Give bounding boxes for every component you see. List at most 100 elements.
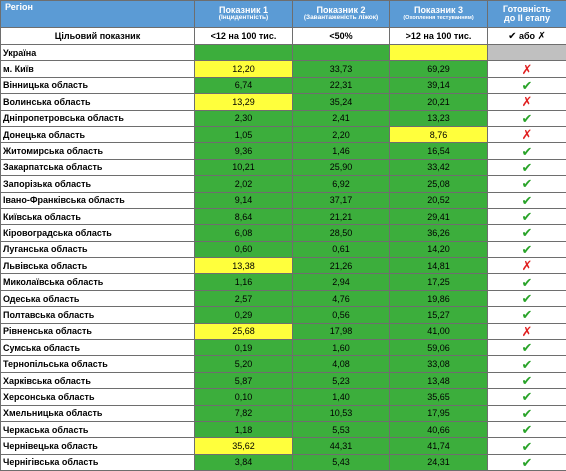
- indicator-2-cell: 17,98: [292, 322, 390, 341]
- indicator-3-cell: 40,66: [389, 420, 488, 439]
- table-row: Чернігівська область 3,84 5,43 24,31 ✔: [0, 453, 566, 471]
- readiness-cell: ✔: [487, 158, 566, 177]
- indicator-1-cell: 6,08: [194, 224, 293, 242]
- readiness-cell: ✔: [487, 109, 566, 127]
- table-row: Івано-Франківська область 9,14 37,17 20,52 ✔: [0, 191, 566, 209]
- readiness-cell: ✔: [487, 289, 566, 308]
- readiness-cell: ✔: [487, 339, 566, 357]
- readiness-cell: ✗: [487, 60, 566, 78]
- readiness-cell: ✔: [487, 306, 566, 324]
- indicator-3-cell: 36,26: [389, 224, 488, 242]
- indicator-3-cell: 8,76: [389, 125, 488, 144]
- region-name: Полтавська область: [0, 306, 195, 324]
- region-name: Черкаська область: [0, 420, 195, 439]
- indicator-3-cell: 41,74: [389, 437, 488, 455]
- table-row: Львівська область 13,38 21,26 14,81 ✗: [0, 257, 566, 275]
- target-indicator-3: >12 на 100 тис.: [389, 27, 488, 45]
- region-name: Закарпатська область: [0, 158, 195, 177]
- indicator-1-cell: 1,16: [194, 273, 293, 291]
- header-readiness-line1: Готовність: [502, 3, 552, 14]
- indicator-1-cell: 0,19: [194, 339, 293, 357]
- indicator-2-cell: 22,31: [292, 76, 390, 95]
- indicator-3-cell: 29,41: [389, 207, 488, 226]
- header-indicator-3-title: Показник 3: [413, 5, 464, 16]
- check-icon: ✔: [521, 209, 533, 225]
- check-icon: ✔: [521, 454, 533, 470]
- indicator-1-cell: 2,57: [194, 289, 293, 308]
- table-row: Тернопільська область 5,20 4,08 33,08 ✔: [0, 355, 566, 373]
- target-label: Цільовий показник: [0, 27, 195, 45]
- check-icon: ✔: [521, 77, 533, 93]
- region-name: Харківська область: [0, 371, 195, 390]
- readiness-cell: [487, 43, 566, 62]
- indicator-3-cell: 14,81: [389, 257, 488, 275]
- header-region: Регіон: [0, 0, 195, 28]
- indicator-3-cell: 15,27: [389, 306, 488, 324]
- readiness-cell: ✗: [487, 125, 566, 144]
- region-name: Київська область: [0, 207, 195, 226]
- indicator-2-cell: 44,31: [292, 437, 390, 455]
- header-indicator-1: Показник 1 (Інцидентність): [194, 0, 293, 28]
- readiness-cell: ✔: [487, 224, 566, 242]
- target-indicator-2: <50%: [292, 27, 390, 45]
- indicator-1-cell: 9,36: [194, 142, 293, 160]
- indicator-2-cell: 33,73: [292, 60, 390, 78]
- header-indicator-3: Показник 3 (Охоплення тестуванням): [389, 0, 488, 28]
- region-name: Донецька область: [0, 125, 195, 144]
- target-indicator-1: <12 на 100 тис.: [194, 27, 293, 45]
- indicator-1-cell: [194, 43, 293, 62]
- indicator-3-cell: 20,21: [389, 93, 488, 111]
- header-indicator-2: Показник 2 (Завантаженість ліжок): [292, 0, 390, 28]
- target-readiness-or: або: [518, 30, 536, 41]
- table-row: Одеська область 2,57 4,76 19,86 ✔: [0, 289, 566, 308]
- table-row: Рівненська область 25,68 17,98 41,00 ✗: [0, 322, 566, 341]
- table-row: Закарпатська область 10,21 25,90 33,42 ✔: [0, 158, 566, 177]
- indicator-2-cell: 10,53: [292, 404, 390, 422]
- header-indicator-1-sub: (Інцидентність): [218, 14, 269, 22]
- indicator-3-cell: 14,20: [389, 240, 488, 259]
- region-name: Львівська область: [0, 257, 195, 275]
- indicator-2-cell: 5,53: [292, 420, 390, 439]
- check-icon: ✔: [521, 241, 533, 257]
- cross-icon: ✗: [521, 258, 533, 274]
- indicator-3-cell: 69,29: [389, 60, 488, 78]
- check-icon: ✔: [521, 422, 533, 438]
- indicator-1-cell: 25,68: [194, 322, 293, 341]
- indicator-2-cell: 4,76: [292, 289, 390, 308]
- indicator-2-cell: 1,40: [292, 388, 390, 406]
- check-icon: ✔: [521, 192, 533, 208]
- indicator-1-cell: 7,82: [194, 404, 293, 422]
- target-readiness: ✔ або ✗: [487, 27, 566, 45]
- check-icon: ✔: [521, 356, 533, 372]
- indicator-3-cell: 25,08: [389, 175, 488, 193]
- indicator-3-cell: 16,54: [389, 142, 488, 160]
- cross-icon: ✗: [521, 61, 533, 77]
- readiness-cell: ✔: [487, 240, 566, 259]
- indicator-2-cell: 5,23: [292, 371, 390, 390]
- header-readiness-line2: до ІІ етапу: [504, 13, 550, 23]
- region-name: Чернівецька область: [0, 437, 195, 455]
- indicator-2-cell: 0,56: [292, 306, 390, 324]
- indicator-2-cell: 0,61: [292, 240, 390, 259]
- indicator-3-cell: 35,65: [389, 388, 488, 406]
- region-name: Сумська область: [0, 339, 195, 357]
- indicator-3-cell: 13,48: [389, 371, 488, 390]
- check-icon: ✔: [521, 307, 533, 323]
- header-indicator-3-sub: (Охоплення тестуванням): [403, 14, 474, 21]
- check-icon: ✔: [521, 340, 533, 356]
- indicator-2-cell: 28,50: [292, 224, 390, 242]
- header-readiness: Готовність до ІІ етапу: [487, 0, 566, 28]
- indicator-3-cell: 59,06: [389, 339, 488, 357]
- indicator-3-cell: 24,31: [389, 453, 488, 471]
- table-row: Харківська область 5,87 5,23 13,48 ✔: [0, 371, 566, 390]
- check-icon: ✔: [521, 291, 533, 307]
- region-name: Тернопільська область: [0, 355, 195, 373]
- region-name: Дніпропетровська область: [0, 109, 195, 127]
- indicator-3-cell: 19,86: [389, 289, 488, 308]
- indicator-1-cell: 1,18: [194, 420, 293, 439]
- indicator-1-cell: 10,21: [194, 158, 293, 177]
- table-row: Київська область 8,64 21,21 29,41 ✔: [0, 207, 566, 226]
- cross-icon: ✗: [521, 94, 533, 110]
- region-name: Запорізька область: [0, 175, 195, 193]
